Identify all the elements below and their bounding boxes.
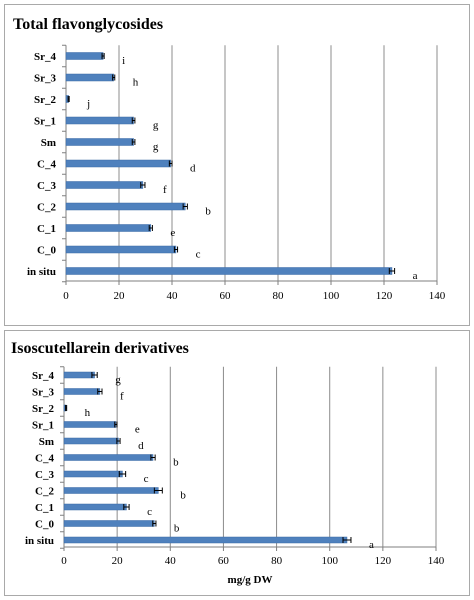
- x-tick-label: 80: [273, 290, 285, 302]
- category-label: C_0: [35, 519, 54, 531]
- x-tick-label: 100: [323, 290, 340, 302]
- x-tick-label: 140: [428, 555, 445, 567]
- category-label: Sr_1: [32, 420, 54, 432]
- significance-label: e: [170, 227, 175, 239]
- category-label: Sr_3: [34, 73, 57, 85]
- significance-label: c: [147, 506, 152, 518]
- category-label: C_3: [37, 180, 56, 192]
- bar-in-situ: [65, 267, 393, 275]
- x-tick-label: 120: [376, 290, 393, 302]
- x-tick-label: 140: [429, 290, 446, 302]
- significance-label: j: [86, 98, 90, 110]
- significance-label: a: [369, 539, 374, 551]
- x-tick-label: 100: [321, 555, 338, 567]
- bar-C_2: [63, 487, 159, 494]
- x-axis-label: mg/g DW: [228, 574, 273, 586]
- x-tick-label: 120: [375, 555, 392, 567]
- significance-label: i: [122, 55, 125, 67]
- significance-label: b: [180, 490, 186, 502]
- bar-C_0: [65, 245, 177, 254]
- chart-isoscutellarein-derivatives: Isoscutellarein derivatives 0 20 40 60 80 100 1…: [11, 340, 445, 586]
- chart-title: Isoscutellarein derivatives: [11, 340, 189, 357]
- significance-label: b: [205, 206, 211, 218]
- category-label: in situ: [25, 535, 54, 547]
- bar-Sm: [65, 138, 134, 146]
- category-label: C_4: [35, 453, 54, 465]
- x-tick-label: 40: [165, 555, 177, 567]
- significance-label: d: [138, 440, 144, 452]
- significance-label: g: [153, 120, 159, 132]
- x-tick-label: 0: [63, 290, 69, 302]
- chart-panel-isoscutellarein-derivatives: Isoscutellarein derivatives 0 20 40 60 80 100 1…: [4, 330, 470, 596]
- x-tick-label: 20: [112, 555, 124, 567]
- significance-label: f: [163, 184, 167, 196]
- category-label: Sr_4: [32, 370, 55, 382]
- bar-in-situ: [63, 536, 348, 544]
- category-label: Sr_3: [32, 387, 55, 399]
- category-label: C_1: [37, 223, 56, 235]
- significance-label: e: [135, 424, 140, 436]
- bar-C_4: [65, 159, 171, 168]
- significance-label: g: [153, 141, 159, 153]
- x-tick-label: 80: [271, 555, 283, 567]
- significance-label: h: [85, 407, 91, 419]
- category-label: C_0: [37, 245, 56, 257]
- significance-label: a: [413, 270, 418, 282]
- category-label: C_1: [35, 502, 54, 514]
- chart-title: Total flavonglycosides: [13, 16, 163, 33]
- significance-label: f: [120, 391, 124, 403]
- x-tick-label: 60: [218, 555, 230, 567]
- bar-Sm: [63, 437, 119, 445]
- significance-label: h: [133, 77, 139, 89]
- bar-C_1: [65, 224, 152, 232]
- category-label: Sm: [41, 137, 56, 149]
- significance-label: c: [196, 249, 201, 261]
- significance-label: c: [144, 473, 149, 485]
- x-tick-label: 60: [220, 290, 232, 302]
- significance-label: b: [173, 457, 179, 469]
- bar-C_0: [63, 520, 155, 527]
- category-label: C_2: [35, 486, 54, 498]
- x-tick-label: 0: [61, 555, 67, 567]
- bar-Sr_4: [63, 371, 95, 379]
- bar-C_1: [63, 503, 127, 511]
- significance-label: b: [174, 523, 180, 535]
- bar-C_3: [65, 181, 144, 189]
- category-label: Sr_2: [34, 94, 57, 106]
- category-label: Sr_4: [34, 51, 57, 63]
- bar-Sr_1: [65, 116, 134, 125]
- bar-Sr_3: [63, 388, 101, 395]
- chart-total-flavonglycosides: Total flavonglycosides 0 20 40 60 80 100 120 140…: [13, 16, 446, 302]
- x-tick-label: 20: [114, 290, 126, 302]
- bar-Sr_1: [63, 421, 117, 428]
- chart-panel-total-flavonglycosides: Total flavonglycosides 0 20 40 60 80 100 120 140…: [4, 4, 470, 326]
- category-label: Sm: [39, 436, 54, 448]
- category-label: C_4: [37, 159, 56, 171]
- category-label: in situ: [27, 266, 56, 278]
- bar-Sr_4: [65, 52, 104, 60]
- bar-Sr_3: [65, 73, 114, 82]
- category-label: C_2: [37, 202, 56, 214]
- category-label: Sr_2: [32, 403, 55, 415]
- x-tick-label: 40: [167, 290, 179, 302]
- category-label: C_3: [35, 469, 54, 481]
- category-label: Sr_1: [34, 116, 56, 128]
- bar-C_2: [65, 202, 186, 211]
- bar-C_3: [63, 470, 123, 478]
- significance-label: d: [190, 163, 196, 175]
- significance-label: g: [115, 374, 121, 386]
- bar-C_4: [63, 454, 154, 461]
